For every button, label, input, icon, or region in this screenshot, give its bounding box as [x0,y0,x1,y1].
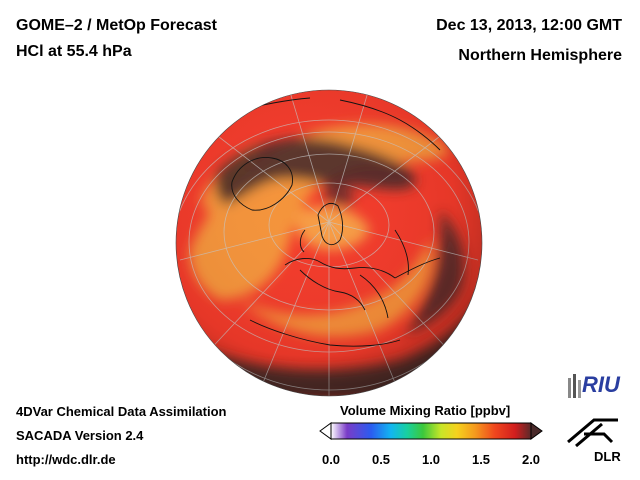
colorbar-max-arrow [530,422,543,440]
title-line2: HCl at 55.4 hPa [16,43,132,60]
colorbar-tick: 0.5 [371,452,391,467]
globe-map [175,89,483,397]
footer-line2: SACADA Version 2.4 [16,428,144,443]
colorbar-tick: 1.0 [421,452,441,467]
region-label: Northern Hemisphere [458,47,622,64]
dlr-logo-text: DLR [594,449,621,464]
colorbar [319,422,543,440]
footer-line1: 4DVar Chemical Data Assimilation [16,404,227,419]
dlr-logo-icon [567,418,618,448]
title-line1: GOME–2 / MetOp Forecast [16,17,217,34]
riu-logo-icon [568,374,581,398]
colorbar-tick: 2.0 [521,452,541,467]
colorbar-min-arrow [319,422,332,440]
colorbar-gradient [330,422,532,440]
riu-logo-text: RIU [582,372,620,397]
colorbar-tick: 1.5 [471,452,491,467]
colorbar-tick: 0.0 [321,452,341,467]
date-label: Dec 13, 2013, 12:00 GMT [436,17,622,34]
footer-url: http://wdc.dlr.de [16,452,116,467]
colorbar-title: Volume Mixing Ratio [ppbv] [340,403,511,418]
